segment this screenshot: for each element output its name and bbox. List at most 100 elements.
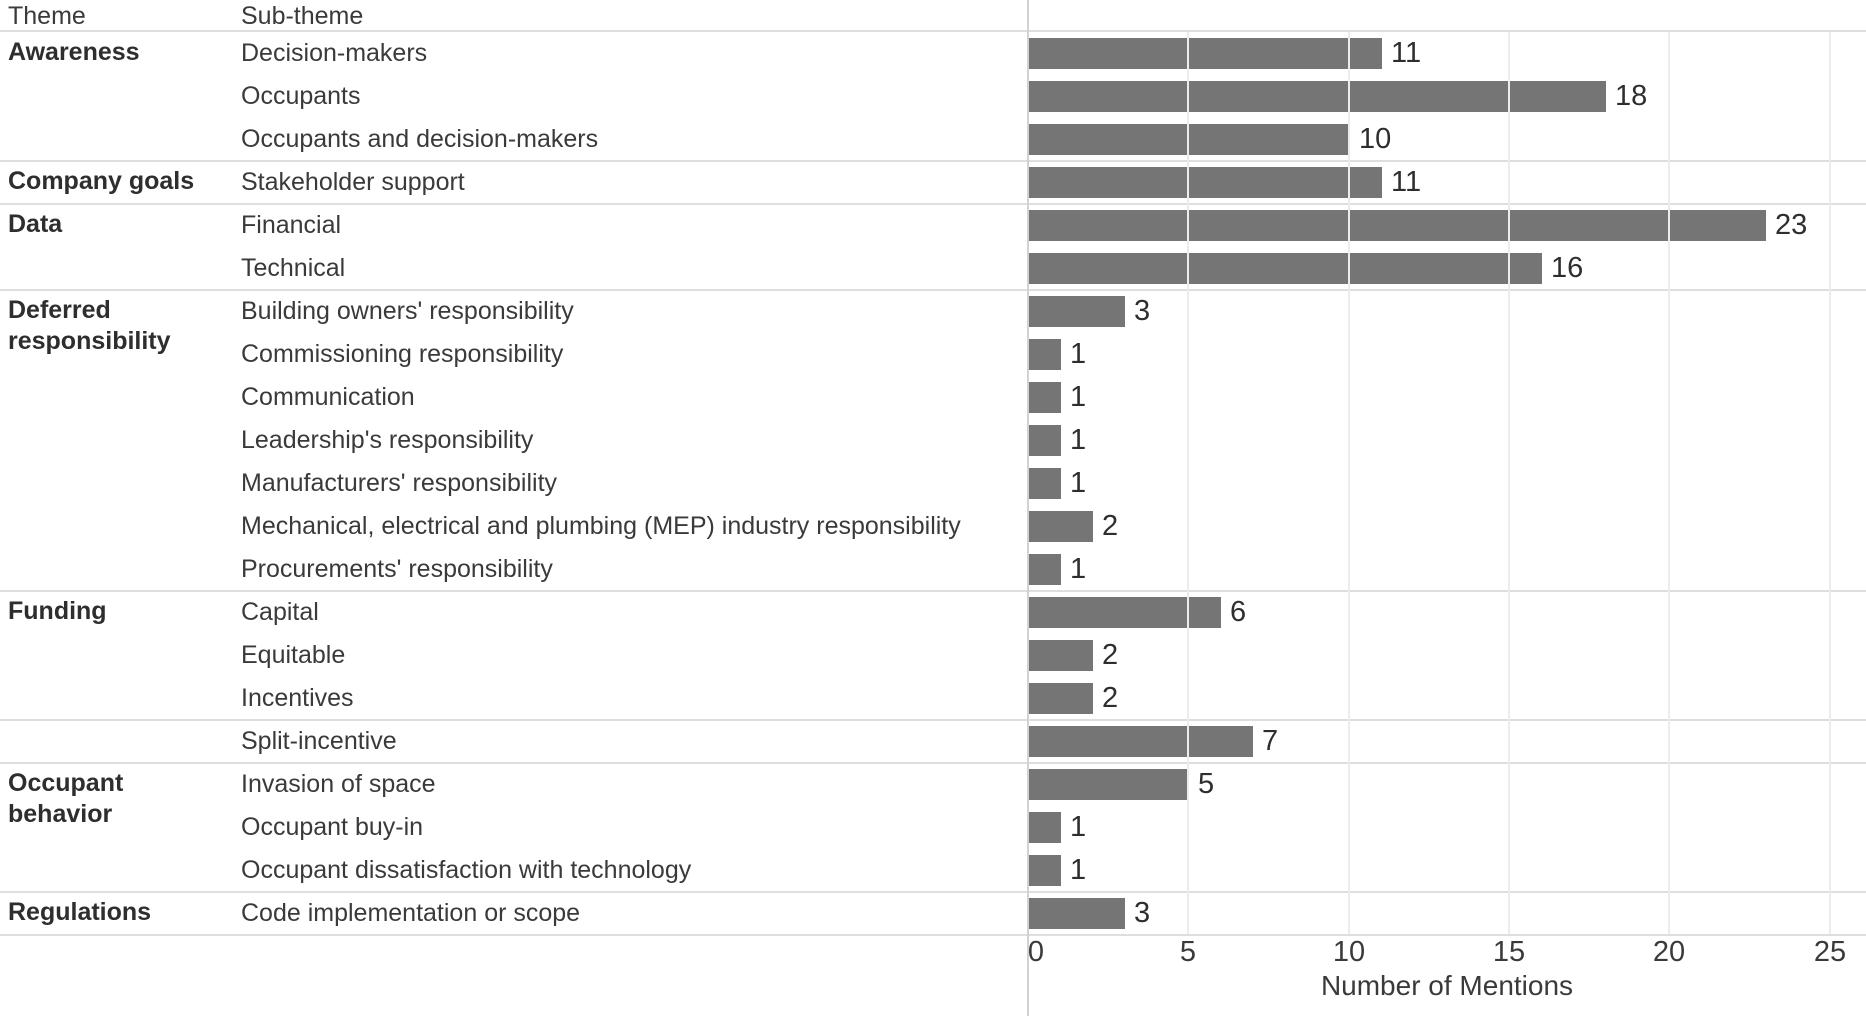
bar-value-label: 3	[1134, 295, 1151, 327]
gridline	[1348, 32, 1350, 934]
subtheme-label: Incentives	[241, 684, 354, 712]
row-separator	[0, 30, 1866, 32]
bar-value-label: 7	[1262, 725, 1279, 757]
subtheme-label: Split-incentive	[241, 727, 397, 755]
subtheme-label: Capital	[241, 598, 319, 626]
theme-label: Company goals	[8, 167, 195, 195]
row-separator	[0, 203, 1866, 205]
bar	[1029, 855, 1061, 886]
subtheme-label: Occupants and decision-makers	[241, 125, 599, 153]
bar	[1029, 769, 1189, 800]
gridline	[1829, 32, 1831, 934]
bar	[1029, 511, 1093, 542]
x-tick-label: 5	[1179, 936, 1197, 968]
subtheme-label: Building owners' responsibility	[241, 297, 574, 325]
bar	[1029, 81, 1606, 112]
bar	[1029, 726, 1253, 757]
x-tick-label: 20	[1652, 936, 1686, 968]
x-tick-label: 15	[1492, 936, 1526, 968]
bar-value-label: 1	[1070, 338, 1087, 370]
bar-value-label: 2	[1102, 510, 1119, 542]
bar-value-label: 1	[1070, 381, 1087, 413]
table-row: Communication 1	[0, 376, 1866, 419]
bar-value-label: 3	[1134, 897, 1151, 929]
bar-value-label: 10	[1359, 123, 1392, 155]
table-row: Occupants 18	[0, 75, 1866, 118]
table-row: Funding Capital 6	[0, 591, 1866, 634]
table-row: Leadership's responsibility 1	[0, 419, 1866, 462]
bar-value-label: 1	[1070, 467, 1087, 499]
bar	[1029, 683, 1093, 714]
subtheme-label: Commissioning responsibility	[241, 340, 564, 368]
subtheme-label: Financial	[241, 211, 342, 239]
bar	[1029, 898, 1125, 929]
bar-value-label: 23	[1775, 209, 1808, 241]
row-separator	[0, 934, 1866, 936]
subtheme-label: Occupant buy-in	[241, 813, 424, 841]
bar	[1029, 640, 1093, 671]
column-header-subtheme: Sub-theme	[241, 2, 364, 30]
subtheme-label: Leadership's responsibility	[241, 426, 534, 454]
table-row: Awareness Decision-makers 11	[0, 32, 1866, 75]
bar	[1029, 124, 1350, 155]
row-separator	[0, 762, 1866, 764]
column-header-theme: Theme	[8, 2, 86, 30]
bar-value-label: 16	[1551, 252, 1584, 284]
bar	[1029, 167, 1382, 198]
bar-value-label: 11	[1391, 37, 1422, 69]
table-row: Occupant behavior Invasion of space 5	[0, 763, 1866, 829]
bar	[1029, 382, 1061, 413]
theme-label: Occupant behavior	[8, 769, 124, 828]
bar-value-label: 1	[1070, 811, 1087, 843]
subtheme-label: Equitable	[241, 641, 346, 669]
table-row: Deferred responsibility Building owners' …	[0, 290, 1866, 356]
subtheme-label: Mechanical, electrical and plumbing (MEP…	[241, 512, 961, 540]
theme-label: Data	[8, 210, 63, 238]
theme-label: Regulations	[8, 898, 152, 926]
bar-value-label: 18	[1615, 80, 1648, 112]
table-row: Technical 16	[0, 247, 1866, 290]
table-row: Commissioning responsibility 1	[0, 333, 1866, 376]
x-axis-title: Number of Mentions	[1320, 970, 1574, 1001]
gridline	[1668, 32, 1670, 934]
bar-value-label: 5	[1198, 768, 1215, 800]
table-row: Procurements' responsibility 1	[0, 548, 1866, 591]
bar-value-label: 6	[1230, 596, 1247, 628]
subtheme-label: Procurements' responsibility	[241, 555, 553, 583]
table-row: Incentives 2	[0, 677, 1866, 720]
bar	[1029, 253, 1542, 284]
bar-value-label: 2	[1102, 682, 1119, 714]
bar-value-label: 11	[1391, 166, 1422, 198]
table-row: Regulations Code implementation or scope 3	[0, 892, 1866, 935]
subtheme-label: Communication	[241, 383, 415, 411]
x-tick-label: 0	[1027, 936, 1045, 968]
bar	[1029, 425, 1061, 456]
gridline	[1187, 32, 1189, 934]
table-row: Split-incentive 7	[0, 720, 1866, 763]
table-row: Company goals Stakeholder support 11	[0, 161, 1866, 204]
subtheme-label: Occupant dissatisfaction with technology	[241, 856, 692, 884]
gridline	[1508, 32, 1510, 934]
row-separator	[0, 719, 1866, 721]
bar	[1029, 812, 1061, 843]
x-tick-label: 25	[1813, 936, 1847, 968]
bar	[1029, 554, 1061, 585]
subtheme-label: Occupants	[241, 82, 361, 110]
table-row: Data Financial 23	[0, 204, 1866, 247]
bar	[1029, 210, 1766, 241]
bar-value-label: 1	[1070, 553, 1087, 585]
subtheme-label: Code implementation or scope	[241, 899, 581, 927]
table-row: Mechanical, electrical and plumbing (MEP…	[0, 505, 1866, 548]
bar-value-label: 1	[1070, 424, 1087, 456]
row-separator	[0, 891, 1866, 893]
subtheme-label: Invasion of space	[241, 770, 436, 798]
theme-label: Funding	[8, 597, 107, 625]
bar-value-label: 1	[1070, 854, 1087, 886]
row-separator	[0, 160, 1866, 162]
table-row: Equitable 2	[0, 634, 1866, 677]
table-row: Occupant buy-in 1	[0, 806, 1866, 849]
subtheme-label: Technical	[241, 254, 346, 282]
bar-value-label: 2	[1102, 639, 1119, 671]
table-row: Manufacturers' responsibility 1	[0, 462, 1866, 505]
